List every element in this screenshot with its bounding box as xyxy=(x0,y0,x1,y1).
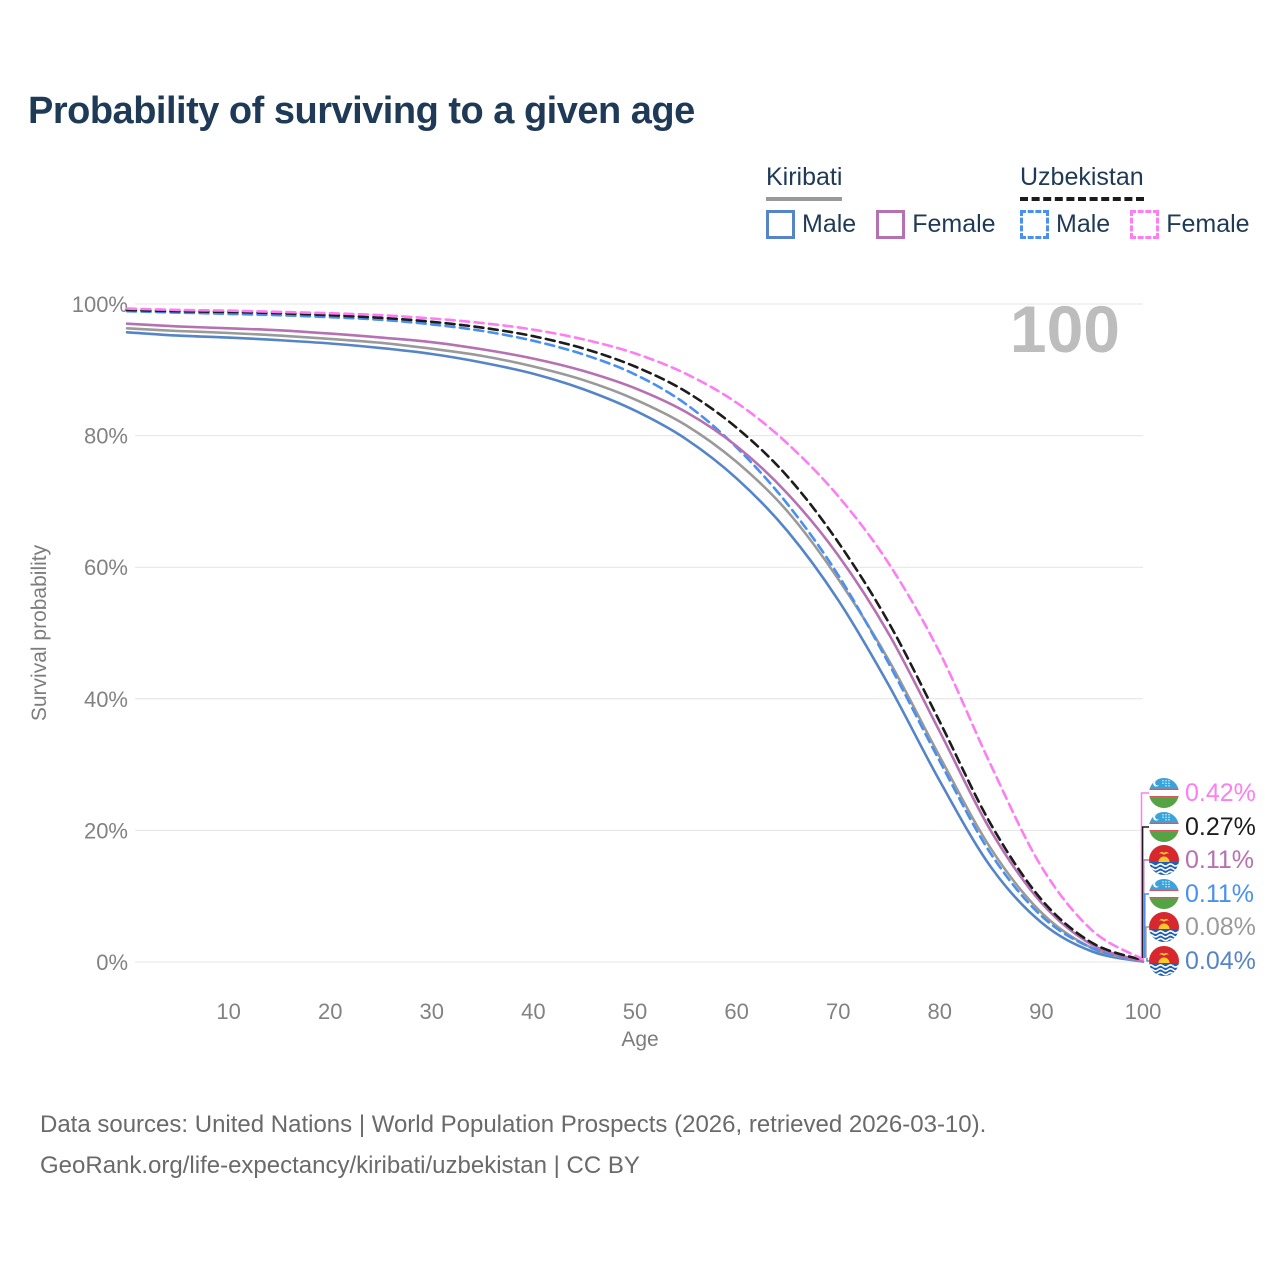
end-label-connector xyxy=(1144,893,1149,958)
end-label-row-uzbekistan-female: 0.42% xyxy=(1149,778,1256,808)
x-tick-label: 40 xyxy=(521,999,545,1024)
x-tick-label: 80 xyxy=(928,999,952,1024)
footer: Data sources: United Nations | World Pop… xyxy=(40,1104,986,1186)
footer-data-sources: Data sources: United Nations | World Pop… xyxy=(40,1111,987,1138)
age-watermark: 100 xyxy=(1009,292,1120,366)
uzbekistan-flag-icon xyxy=(1149,879,1179,909)
kiribati-flag-icon xyxy=(1149,912,1179,942)
end-label-connector xyxy=(1142,859,1149,958)
legend-swatch-kiribati-male[interactable] xyxy=(766,210,795,239)
y-tick-label: 0% xyxy=(96,950,128,975)
end-label-connector xyxy=(1140,792,1149,958)
end-label-uzbekistan-female: 0.42% xyxy=(1185,778,1256,807)
footer-attribution: GeoRank.org/life-expectancy/kiribati/uzb… xyxy=(40,1152,640,1179)
legend-label-uzbekistan-female[interactable]: Female xyxy=(1166,210,1250,238)
end-label-row-uzbekistan-both: 0.27% xyxy=(1149,812,1256,842)
end-label-kiribati-male: 0.04% xyxy=(1185,946,1256,975)
end-label-connector xyxy=(1141,826,1149,958)
legend-label-uzbekistan-male[interactable]: Male xyxy=(1056,210,1111,238)
end-label-row-kiribati-female: 0.11% xyxy=(1149,845,1254,875)
y-tick-label: 40% xyxy=(84,687,128,712)
page-title: Probability of surviving to a given age xyxy=(28,90,695,132)
end-label-connector xyxy=(1145,926,1149,958)
legend-swatch-kiribati-female[interactable] xyxy=(876,210,906,239)
series-line-uzbekistan-both-sexes xyxy=(125,308,1145,962)
y-tick-label: 20% xyxy=(84,818,128,843)
y-tick-label: 80% xyxy=(84,424,128,449)
end-label-row-kiribati-male: 0.04% xyxy=(1149,946,1256,976)
x-tick-label: 50 xyxy=(623,999,647,1024)
kiribati-flag-icon xyxy=(1149,946,1179,976)
y-axis-label: Survival probability xyxy=(28,544,51,721)
x-tick-label: 10 xyxy=(216,999,240,1024)
x-tick-label: 60 xyxy=(724,999,748,1024)
end-label-uzbekistan-male: 0.11% xyxy=(1185,879,1255,908)
legend-group-kiribati: Kiribati Male Female xyxy=(766,163,996,239)
x-tick-label: 70 xyxy=(826,999,850,1024)
legend-swatch-uzbekistan-male[interactable] xyxy=(1020,210,1049,239)
uzbekistan-flag-icon xyxy=(1149,812,1179,842)
legend-label-kiribati-male[interactable]: Male xyxy=(802,210,857,238)
series-line-uzbekistan-female xyxy=(125,307,1145,961)
legend-row-uzbekistan: Male Female xyxy=(1020,210,1250,239)
end-label-row-uzbekistan-male: 0.11% xyxy=(1149,879,1254,909)
legend-swatch-uzbekistan-female[interactable] xyxy=(1130,210,1160,239)
series-line-kiribati-male xyxy=(125,331,1145,963)
end-label-connector xyxy=(1146,958,1149,962)
y-tick-label: 60% xyxy=(84,555,128,580)
legend-group-uzbekistan: Uzbekistan Male Female xyxy=(1020,163,1250,239)
series-line-uzbekistan-male xyxy=(125,309,1145,963)
end-label-row-kiribati-both: 0.08% xyxy=(1149,912,1256,942)
legend-row-kiribati: Male Female xyxy=(766,210,996,239)
x-tick-label: 30 xyxy=(420,999,444,1024)
x-tick-label: 90 xyxy=(1029,999,1053,1024)
legend-label-kiribati-female[interactable]: Female xyxy=(912,210,996,238)
series-line-kiribati-female xyxy=(125,322,1145,963)
x-tick-label: 100 xyxy=(1125,999,1162,1024)
legend-group-title-uzbekistan: Uzbekistan xyxy=(1020,163,1144,201)
y-tick-label: 100% xyxy=(72,292,128,317)
x-tick-label: 20 xyxy=(318,999,342,1024)
uzbekistan-flag-icon xyxy=(1149,778,1179,808)
x-axis-label: Age xyxy=(621,1028,658,1051)
series-line-kiribati-both-sexes xyxy=(125,327,1145,963)
end-label-kiribati-both: 0.08% xyxy=(1185,912,1256,941)
kiribati-flag-icon xyxy=(1149,845,1179,875)
end-label-uzbekistan-both: 0.27% xyxy=(1185,812,1256,841)
legend-group-title-kiribati: Kiribati xyxy=(766,163,843,201)
end-label-kiribati-female: 0.11% xyxy=(1185,845,1255,874)
